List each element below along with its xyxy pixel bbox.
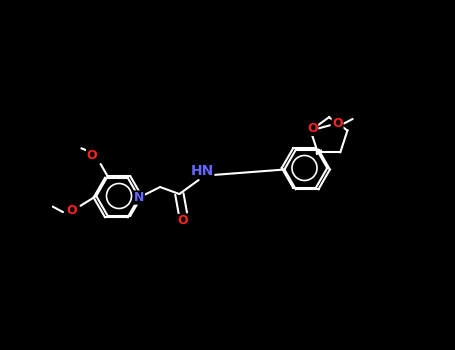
- Text: O: O: [86, 149, 97, 162]
- Text: HN: HN: [191, 164, 214, 178]
- Text: O: O: [177, 215, 188, 228]
- Text: O: O: [332, 117, 343, 130]
- Text: O: O: [307, 122, 318, 135]
- Text: N: N: [134, 191, 144, 204]
- Text: O: O: [66, 204, 77, 217]
